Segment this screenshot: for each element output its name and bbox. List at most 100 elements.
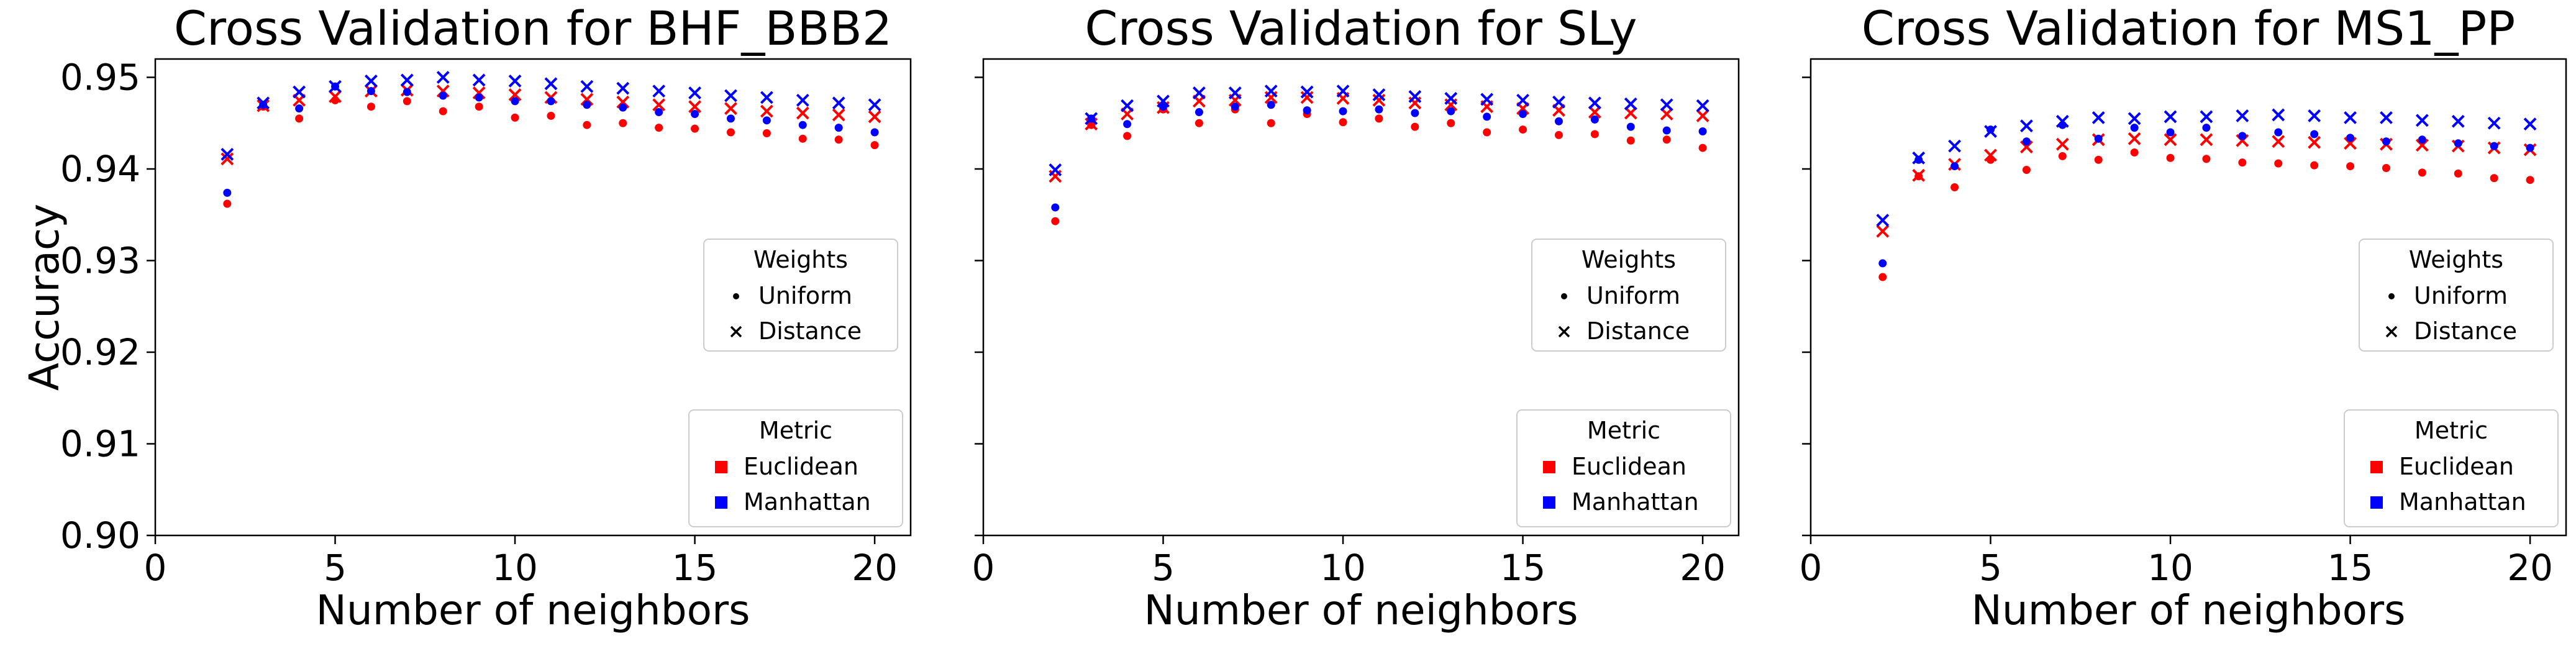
data-point-distance bbox=[2344, 137, 2357, 150]
data-point-uniform bbox=[655, 108, 663, 117]
legend-marker-euclidean bbox=[715, 461, 727, 473]
data-point-uniform bbox=[2058, 152, 2067, 160]
data-point-distance bbox=[1085, 117, 1098, 131]
data-point-uniform bbox=[2454, 139, 2462, 148]
data-point-uniform bbox=[1411, 122, 1419, 131]
data-point-uniform bbox=[2274, 159, 2283, 168]
data-point-distance bbox=[868, 98, 881, 112]
data-point-distance bbox=[1264, 84, 1278, 98]
legend-label: Distance bbox=[758, 317, 862, 345]
data-point-uniform bbox=[1375, 105, 1383, 114]
data-point-uniform bbox=[1626, 136, 1635, 145]
data-point-distance bbox=[760, 91, 773, 104]
data-point-uniform bbox=[439, 107, 447, 116]
legend-label: Distance bbox=[1586, 317, 1690, 345]
legend-metric: Metric Euclidean Manhattan bbox=[1516, 409, 1731, 527]
legend-marker-distance bbox=[2385, 325, 2398, 338]
plot-frame bbox=[1809, 58, 2567, 537]
x-tick-label: 15 bbox=[672, 547, 718, 589]
data-point-distance bbox=[796, 93, 809, 107]
data-point-uniform bbox=[762, 129, 771, 137]
data-point-uniform bbox=[2202, 155, 2211, 163]
x-tick-label: 10 bbox=[2147, 547, 2193, 589]
data-point-uniform bbox=[1267, 119, 1275, 127]
data-point-distance bbox=[400, 73, 414, 87]
legend-box bbox=[703, 239, 898, 352]
data-point-uniform bbox=[2490, 174, 2498, 183]
data-point-distance bbox=[2128, 132, 2141, 145]
data-point-distance bbox=[868, 110, 881, 124]
data-point-uniform bbox=[223, 188, 232, 197]
data-point-uniform bbox=[2490, 142, 2498, 150]
data-point-uniform bbox=[475, 93, 483, 102]
legend-marker-manhattan bbox=[1543, 496, 1555, 509]
panel-title: Cross Validation for MS1_PP bbox=[1862, 1, 2515, 56]
data-point-uniform bbox=[2418, 135, 2426, 144]
data-point-distance bbox=[2523, 117, 2537, 131]
data-point-uniform bbox=[1878, 259, 1887, 268]
data-point-uniform bbox=[1051, 217, 1060, 225]
data-point-uniform bbox=[2022, 137, 2031, 146]
data-point-uniform bbox=[1698, 143, 1707, 152]
x-tick-label: 20 bbox=[852, 547, 898, 589]
legend-box bbox=[2359, 239, 2554, 352]
data-point-distance bbox=[472, 73, 486, 87]
x-tick-label: 20 bbox=[1680, 547, 1726, 589]
data-point-uniform bbox=[1662, 126, 1671, 135]
data-point-uniform bbox=[2238, 132, 2247, 140]
data-point-distance bbox=[796, 106, 809, 120]
data-point-uniform bbox=[1339, 118, 1347, 127]
data-point-uniform bbox=[1950, 183, 1959, 191]
data-point-distance bbox=[1085, 112, 1098, 125]
data-point-uniform bbox=[1195, 119, 1203, 127]
data-point-distance bbox=[2415, 139, 2429, 152]
data-point-uniform bbox=[223, 199, 232, 208]
data-point-distance bbox=[2020, 140, 2033, 154]
legend-weights: Weights Uniform Distance bbox=[703, 239, 898, 352]
y-tick-label: 0.94 bbox=[60, 148, 140, 190]
data-point-distance bbox=[724, 89, 737, 102]
data-point-distance bbox=[1444, 92, 1458, 105]
data-point-distance bbox=[1948, 139, 1962, 153]
panel-title: Cross Validation for BHF_BBB2 bbox=[174, 1, 892, 56]
y-tick-label: 0.91 bbox=[60, 423, 140, 465]
y-tick-label: 0.93 bbox=[60, 240, 140, 282]
data-point-distance bbox=[221, 152, 234, 166]
legend-marker-euclidean bbox=[2370, 461, 2383, 473]
data-point-uniform bbox=[1375, 114, 1383, 123]
panel-ms1-pp: Cross Validation for MS1_PP Number of ne… bbox=[1800, 1, 2567, 634]
data-point-distance bbox=[508, 88, 522, 101]
data-point-uniform bbox=[2130, 124, 2139, 132]
x-tick-label: 5 bbox=[1979, 547, 2002, 589]
data-point-uniform bbox=[2310, 161, 2319, 170]
data-point-distance bbox=[688, 86, 701, 99]
y-tick-label: 0.92 bbox=[60, 331, 140, 373]
data-point-uniform bbox=[870, 141, 879, 150]
data-point-distance bbox=[1049, 163, 1062, 176]
data-point-uniform bbox=[1519, 125, 1527, 134]
legend-title: Weights bbox=[2409, 246, 2503, 273]
legend-marker-uniform bbox=[733, 293, 739, 299]
x-tick-label: 5 bbox=[1152, 547, 1175, 589]
data-point-distance bbox=[1552, 95, 1565, 109]
data-point-uniform bbox=[870, 128, 879, 137]
legend-label: Euclidean bbox=[744, 453, 858, 480]
legend-metric: Metric Euclidean Manhattan bbox=[688, 409, 903, 527]
panel-sly: Cross Validation for SLy Number of neigh… bbox=[972, 1, 1740, 634]
legend-box bbox=[2344, 409, 2559, 527]
x-axis-label: Number of neighbors bbox=[1144, 586, 1578, 634]
data-point-uniform bbox=[1303, 106, 1311, 115]
data-point-uniform bbox=[1590, 130, 1599, 139]
legend-box bbox=[1531, 239, 1726, 352]
legend-title: Metric bbox=[2414, 417, 2488, 444]
data-point-distance bbox=[1300, 85, 1314, 99]
data-point-distance bbox=[652, 98, 666, 112]
data-point-uniform bbox=[366, 102, 375, 111]
data-point-distance bbox=[580, 93, 594, 106]
data-point-uniform bbox=[726, 114, 735, 123]
data-point-uniform bbox=[834, 135, 843, 144]
legend-marker-uniform bbox=[1561, 293, 1567, 299]
data-point-uniform bbox=[547, 111, 555, 120]
data-point-distance bbox=[2344, 111, 2357, 124]
data-point-uniform bbox=[2526, 143, 2534, 152]
